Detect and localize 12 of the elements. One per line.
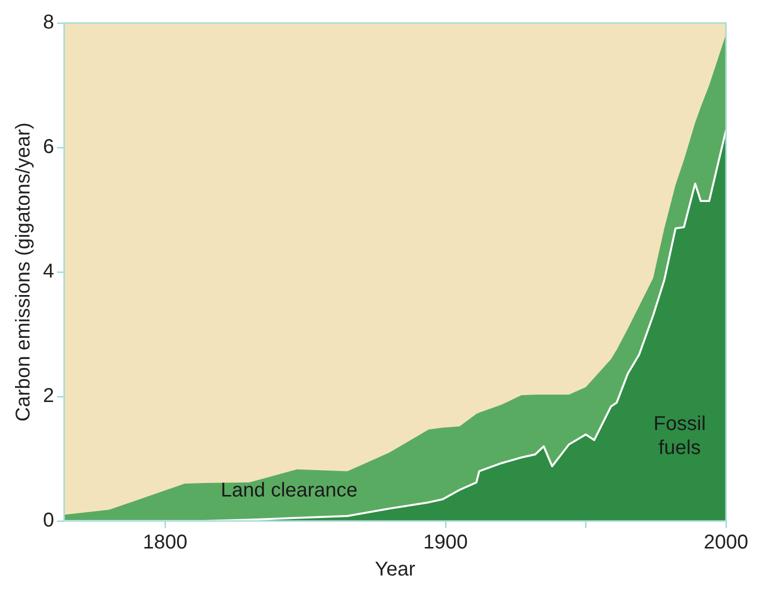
x-axis-title: Year: [374, 558, 416, 581]
x-tick-label: 1900: [423, 532, 468, 554]
series-label: Fossil fuels: [654, 412, 706, 459]
x-tick-label: 2000: [704, 532, 748, 554]
x-tick-label: 1800: [142, 532, 188, 554]
y-tick-label: 2: [43, 385, 54, 408]
y-tick-label: 8: [43, 12, 54, 34]
series-label: Land clearance: [220, 480, 358, 502]
y-axis-title: Carbon emissions (gigatons/year): [12, 122, 35, 422]
y-tick-label: 6: [43, 136, 54, 158]
y-tick-label: 0: [43, 510, 54, 532]
y-tick-label: 4: [43, 260, 54, 283]
